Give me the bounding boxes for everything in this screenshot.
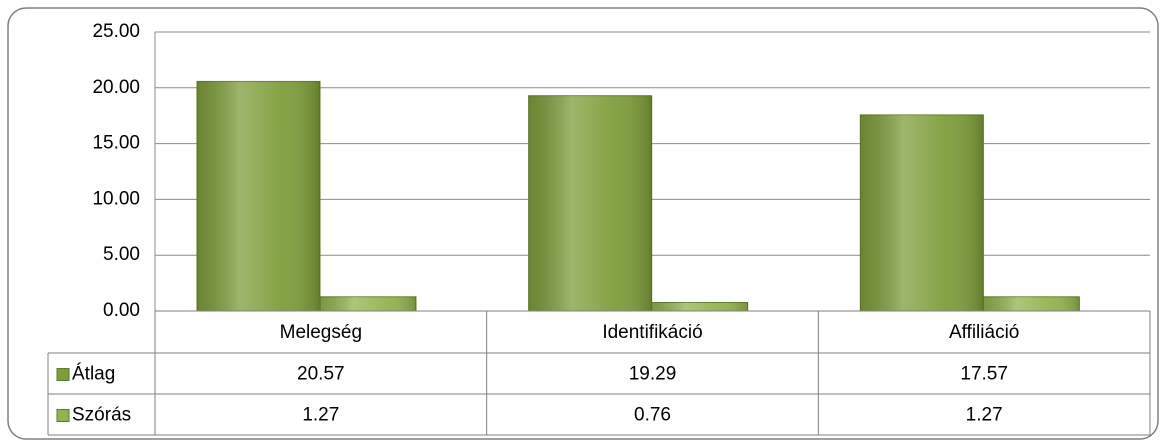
bar	[319, 296, 417, 312]
legend-swatch	[56, 368, 70, 381]
x-tick-label: Affiliáció	[949, 322, 1019, 343]
x-tick-label: Melegség	[280, 322, 362, 343]
bar	[651, 302, 749, 312]
table-value: 17.57	[960, 364, 1008, 385]
table-value: 1.27	[302, 405, 339, 426]
bar	[196, 80, 321, 312]
table-value: 1.27	[966, 405, 1003, 426]
x-tick-label: Identifikáció	[602, 322, 702, 343]
bar	[982, 296, 1080, 312]
bar	[859, 114, 984, 312]
y-tick-label: 25.00	[92, 21, 140, 42]
legend-swatch	[56, 409, 70, 422]
y-tick-label: 15.00	[92, 133, 140, 154]
y-tick-label: 5.00	[103, 244, 140, 265]
bar	[528, 95, 653, 312]
table-value: 0.76	[634, 405, 671, 426]
legend-label: Szórás	[72, 405, 131, 426]
table-value: 20.57	[297, 364, 345, 385]
y-tick-label: 0.00	[103, 300, 140, 321]
y-tick-label: 10.00	[92, 188, 140, 209]
y-tick-label: 20.00	[92, 77, 140, 98]
table-value: 19.29	[629, 364, 677, 385]
legend-label: Átlag	[72, 364, 115, 385]
